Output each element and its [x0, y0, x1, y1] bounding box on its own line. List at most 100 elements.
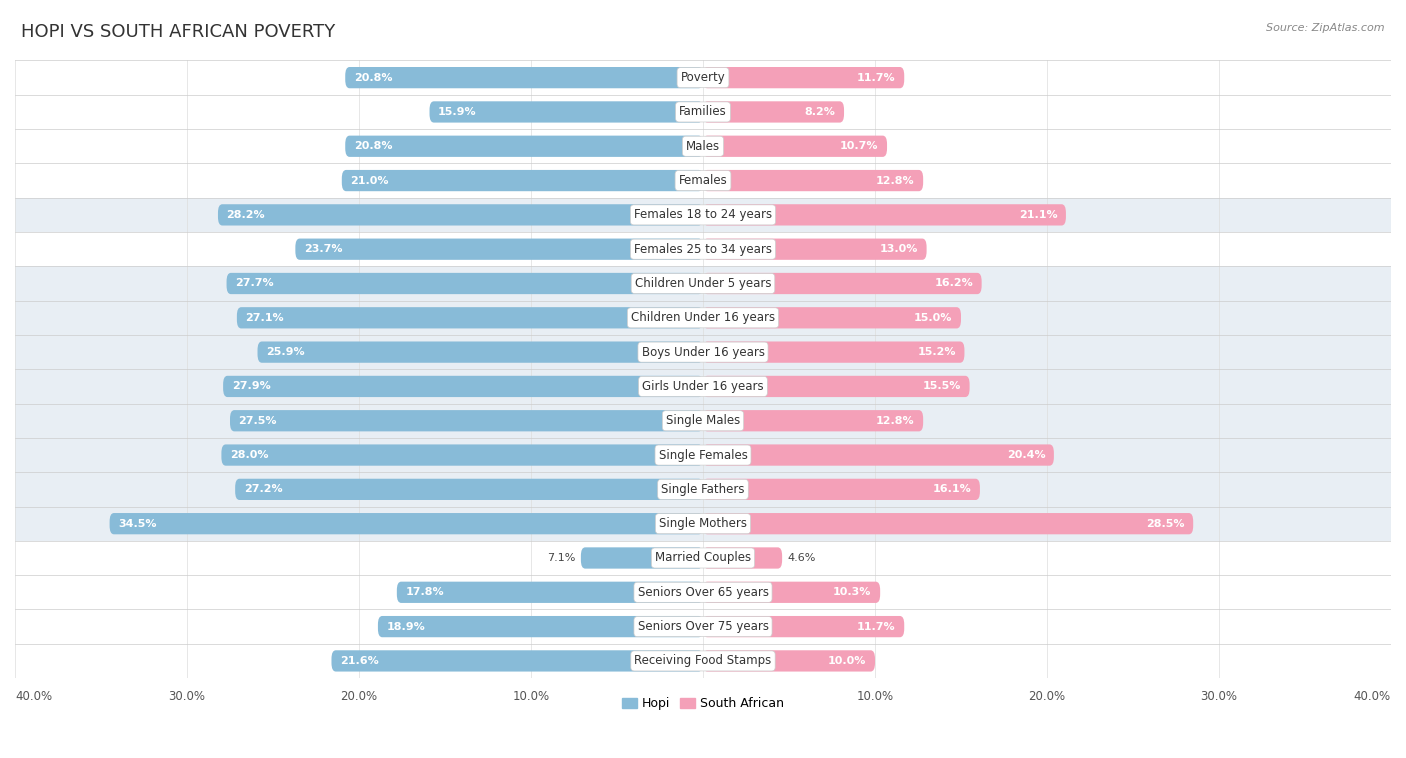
- Bar: [15, 472, 1391, 506]
- Text: 15.9%: 15.9%: [439, 107, 477, 117]
- Text: Children Under 5 years: Children Under 5 years: [634, 277, 772, 290]
- Text: 30.0%: 30.0%: [1201, 690, 1237, 703]
- FancyBboxPatch shape: [581, 547, 703, 568]
- Text: 10.3%: 10.3%: [834, 587, 872, 597]
- Text: HOPI VS SOUTH AFRICAN POVERTY: HOPI VS SOUTH AFRICAN POVERTY: [21, 23, 336, 41]
- Text: Receiving Food Stamps: Receiving Food Stamps: [634, 654, 772, 667]
- Text: 27.9%: 27.9%: [232, 381, 270, 391]
- Text: 34.5%: 34.5%: [118, 518, 156, 528]
- FancyBboxPatch shape: [257, 342, 703, 363]
- Text: 20.4%: 20.4%: [1007, 450, 1045, 460]
- Text: Married Couples: Married Couples: [655, 552, 751, 565]
- FancyBboxPatch shape: [231, 410, 703, 431]
- Text: 4.6%: 4.6%: [787, 553, 815, 563]
- FancyBboxPatch shape: [703, 307, 960, 328]
- Text: 10.7%: 10.7%: [839, 141, 879, 152]
- Text: Females 25 to 34 years: Females 25 to 34 years: [634, 243, 772, 255]
- Text: 11.7%: 11.7%: [858, 622, 896, 631]
- Text: Families: Families: [679, 105, 727, 118]
- Legend: Hopi, South African: Hopi, South African: [617, 692, 789, 715]
- FancyBboxPatch shape: [429, 102, 703, 123]
- Bar: [15, 198, 1391, 232]
- FancyBboxPatch shape: [346, 136, 703, 157]
- FancyBboxPatch shape: [295, 239, 703, 260]
- FancyBboxPatch shape: [703, 513, 1194, 534]
- FancyBboxPatch shape: [703, 170, 924, 191]
- Text: 25.9%: 25.9%: [266, 347, 305, 357]
- Text: 21.1%: 21.1%: [1019, 210, 1057, 220]
- Text: 21.0%: 21.0%: [350, 176, 389, 186]
- Text: 27.5%: 27.5%: [239, 415, 277, 426]
- FancyBboxPatch shape: [346, 67, 703, 88]
- FancyBboxPatch shape: [703, 273, 981, 294]
- FancyBboxPatch shape: [703, 410, 924, 431]
- Text: 30.0%: 30.0%: [169, 690, 205, 703]
- Text: 27.1%: 27.1%: [246, 313, 284, 323]
- FancyBboxPatch shape: [235, 479, 703, 500]
- Bar: [15, 540, 1391, 575]
- Bar: [15, 164, 1391, 198]
- Text: 23.7%: 23.7%: [304, 244, 343, 254]
- Text: 21.6%: 21.6%: [340, 656, 378, 666]
- FancyBboxPatch shape: [703, 547, 782, 568]
- FancyBboxPatch shape: [703, 444, 1054, 465]
- Text: Boys Under 16 years: Boys Under 16 years: [641, 346, 765, 359]
- Bar: [15, 369, 1391, 403]
- FancyBboxPatch shape: [110, 513, 703, 534]
- Text: 10.0%: 10.0%: [828, 656, 866, 666]
- Text: 15.0%: 15.0%: [914, 313, 952, 323]
- Text: Single Mothers: Single Mothers: [659, 517, 747, 530]
- Text: 40.0%: 40.0%: [15, 690, 52, 703]
- FancyBboxPatch shape: [224, 376, 703, 397]
- Text: 27.2%: 27.2%: [243, 484, 283, 494]
- FancyBboxPatch shape: [396, 581, 703, 603]
- FancyBboxPatch shape: [221, 444, 703, 465]
- FancyBboxPatch shape: [703, 102, 844, 123]
- Bar: [15, 506, 1391, 540]
- Text: 20.8%: 20.8%: [354, 73, 392, 83]
- FancyBboxPatch shape: [703, 376, 970, 397]
- Text: 28.5%: 28.5%: [1146, 518, 1185, 528]
- Text: Source: ZipAtlas.com: Source: ZipAtlas.com: [1267, 23, 1385, 33]
- FancyBboxPatch shape: [226, 273, 703, 294]
- Text: 12.8%: 12.8%: [876, 176, 914, 186]
- FancyBboxPatch shape: [703, 67, 904, 88]
- Text: 16.1%: 16.1%: [932, 484, 972, 494]
- Text: 13.0%: 13.0%: [880, 244, 918, 254]
- Bar: [15, 335, 1391, 369]
- Text: 8.2%: 8.2%: [804, 107, 835, 117]
- Text: 28.0%: 28.0%: [231, 450, 269, 460]
- Bar: [15, 301, 1391, 335]
- Text: Males: Males: [686, 139, 720, 153]
- Text: 20.8%: 20.8%: [354, 141, 392, 152]
- Text: 40.0%: 40.0%: [1354, 690, 1391, 703]
- Bar: [15, 575, 1391, 609]
- Bar: [15, 232, 1391, 266]
- Bar: [15, 266, 1391, 301]
- Text: 7.1%: 7.1%: [547, 553, 575, 563]
- FancyBboxPatch shape: [236, 307, 703, 328]
- FancyBboxPatch shape: [703, 616, 904, 637]
- Text: 11.7%: 11.7%: [858, 73, 896, 83]
- Text: Single Females: Single Females: [658, 449, 748, 462]
- Text: 16.2%: 16.2%: [935, 278, 973, 289]
- FancyBboxPatch shape: [703, 650, 875, 672]
- Text: Seniors Over 75 years: Seniors Over 75 years: [637, 620, 769, 633]
- Bar: [15, 95, 1391, 129]
- Bar: [15, 129, 1391, 164]
- Bar: [15, 644, 1391, 678]
- FancyBboxPatch shape: [703, 581, 880, 603]
- Text: Children Under 16 years: Children Under 16 years: [631, 312, 775, 324]
- Text: 27.7%: 27.7%: [235, 278, 274, 289]
- Text: 10.0%: 10.0%: [512, 690, 550, 703]
- Text: 20.0%: 20.0%: [340, 690, 378, 703]
- Text: 20.0%: 20.0%: [1028, 690, 1066, 703]
- Text: Females 18 to 24 years: Females 18 to 24 years: [634, 208, 772, 221]
- FancyBboxPatch shape: [378, 616, 703, 637]
- FancyBboxPatch shape: [342, 170, 703, 191]
- Bar: [15, 403, 1391, 438]
- Bar: [15, 609, 1391, 644]
- FancyBboxPatch shape: [332, 650, 703, 672]
- Text: Seniors Over 65 years: Seniors Over 65 years: [637, 586, 769, 599]
- Text: 15.2%: 15.2%: [917, 347, 956, 357]
